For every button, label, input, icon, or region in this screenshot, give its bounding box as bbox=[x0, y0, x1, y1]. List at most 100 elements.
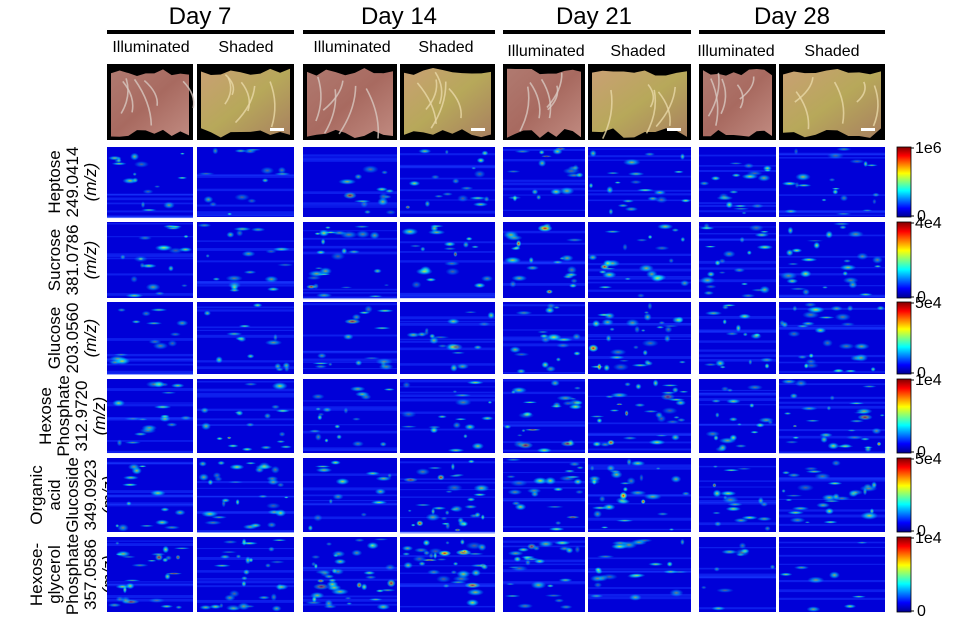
compound-name: Glucoside bbox=[63, 457, 82, 533]
ion-image-panel bbox=[503, 302, 585, 374]
day-header-7: Day 7 bbox=[169, 3, 232, 30]
colorbar-max-label: 5e4 bbox=[915, 451, 942, 468]
colorbar-max-label: 4e4 bbox=[915, 215, 942, 232]
day-header-14: Day 14 bbox=[361, 3, 437, 30]
colorbar: 5e4 0 bbox=[896, 295, 942, 382]
scale-bar bbox=[861, 128, 875, 131]
ion-image-panel bbox=[107, 379, 193, 454]
colorbar-min-label: 0 bbox=[917, 208, 926, 225]
ion-image-panel bbox=[588, 379, 691, 453]
ion-image-panel bbox=[197, 379, 294, 453]
colorbar-max-label: 1e6 bbox=[915, 140, 942, 157]
cond-illuminated-14: Illuminated bbox=[313, 39, 390, 56]
ion-image-panel bbox=[303, 537, 397, 612]
scale-bar bbox=[471, 128, 485, 131]
ion-image-panel bbox=[197, 537, 294, 612]
compound-name: Glucose bbox=[45, 307, 64, 369]
ion-image-panel bbox=[400, 147, 495, 217]
ion-image-panel bbox=[699, 537, 776, 612]
cond-illuminated-28: Illuminated bbox=[697, 43, 774, 60]
ion-image-panel bbox=[107, 147, 193, 219]
day-header-21: Day 21 bbox=[556, 3, 632, 30]
ion-image-panel bbox=[303, 302, 397, 374]
leaf-photo bbox=[503, 64, 585, 140]
row-labels: Heptose 249.0414 (m/z)Sucrose 381.0786 (m/z)… bbox=[27, 147, 118, 616]
day-bar-14 bbox=[303, 30, 495, 34]
ion-image-panel bbox=[779, 147, 885, 217]
scale-bar bbox=[667, 128, 681, 131]
leaf-photo bbox=[197, 64, 294, 140]
ion-image-panel bbox=[197, 302, 294, 374]
scale-bar bbox=[270, 128, 284, 131]
compound-name: Phosphate bbox=[54, 375, 73, 456]
compound-name: Organic bbox=[27, 465, 46, 525]
compound-name: glycerol bbox=[45, 545, 64, 604]
ion-image-panel bbox=[303, 147, 397, 217]
cond-shaded-7: Shaded bbox=[218, 39, 273, 56]
ion-image-panel bbox=[197, 147, 294, 217]
mz-unit: (m/z) bbox=[81, 319, 100, 358]
ion-image-panel bbox=[588, 147, 691, 217]
compound-name: Heptose bbox=[45, 150, 64, 213]
cond-shaded-21: Shaded bbox=[610, 43, 665, 60]
ion-image-panel bbox=[699, 147, 776, 217]
ion-image-panel bbox=[503, 458, 585, 532]
colorbar-max-label: 1e4 bbox=[915, 530, 942, 547]
cond-shaded-28: Shaded bbox=[804, 43, 859, 60]
day-bar-7 bbox=[107, 30, 294, 34]
ion-image-panel bbox=[107, 537, 193, 612]
mz-unit: (m/z) bbox=[90, 397, 109, 436]
row-label: Sucrose 381.0786 (m/z) bbox=[45, 225, 100, 296]
ion-image-panel bbox=[503, 379, 585, 453]
mz-value: 349.0923 bbox=[81, 460, 100, 531]
compound-name: Sucrose bbox=[45, 229, 64, 291]
ion-image-panel bbox=[400, 379, 495, 453]
colorbar: 1e4 0 bbox=[896, 530, 942, 620]
ion-image-panel bbox=[400, 302, 496, 374]
ion-image-panel bbox=[699, 222, 776, 298]
colorbar-min-label: 0 bbox=[917, 444, 926, 461]
mz-unit: (m/z) bbox=[81, 163, 100, 202]
ion-image-panel bbox=[699, 458, 776, 532]
day-bar-21 bbox=[503, 30, 691, 34]
colorbar-min-label: 0 bbox=[917, 289, 926, 306]
cond-shaded-14: Shaded bbox=[418, 39, 473, 56]
day-bar-28 bbox=[699, 30, 885, 34]
leaf-photo bbox=[107, 64, 195, 140]
ion-image-panel bbox=[303, 379, 397, 453]
leaf-photo bbox=[400, 64, 495, 140]
colorbar-max-label: 5e4 bbox=[915, 295, 942, 312]
ion-image-panel bbox=[303, 222, 397, 300]
ion-image-panel bbox=[503, 537, 585, 612]
compound-name: Hexose- bbox=[27, 543, 46, 606]
ion-image-panel bbox=[400, 222, 495, 299]
ion-image-panel bbox=[400, 458, 495, 534]
leaf-photo bbox=[699, 64, 776, 140]
row-label: Heptose 249.0414 (m/z) bbox=[45, 147, 100, 218]
ion-image-panel bbox=[503, 147, 585, 217]
mz-value: 203.0560 bbox=[63, 303, 82, 374]
ion-image-panel bbox=[197, 222, 294, 298]
ion-image-panel bbox=[588, 222, 691, 298]
leaf-photo bbox=[779, 64, 885, 140]
compound-name: Hexose bbox=[36, 387, 55, 445]
ion-image-panel bbox=[779, 379, 885, 454]
mz-unit: (m/z) bbox=[81, 241, 100, 280]
ion-image-panel bbox=[779, 458, 885, 532]
optical-photos bbox=[107, 64, 885, 140]
colorbar-max-label: 1e4 bbox=[915, 372, 942, 389]
condition-headers: Illuminated Shaded Illuminated Shaded Il… bbox=[112, 39, 859, 60]
ion-image-panel bbox=[779, 537, 885, 612]
ion-image-panel bbox=[588, 458, 691, 532]
ion-image-panel bbox=[303, 458, 397, 532]
ion-image-panel bbox=[699, 302, 776, 374]
ion-image-panel bbox=[588, 302, 691, 374]
mz-value: 249.0414 bbox=[63, 147, 82, 218]
mz-value: 312.9720 bbox=[72, 381, 91, 452]
leaf-photo bbox=[588, 64, 691, 140]
colorbar: 1e6 0 bbox=[896, 140, 942, 225]
